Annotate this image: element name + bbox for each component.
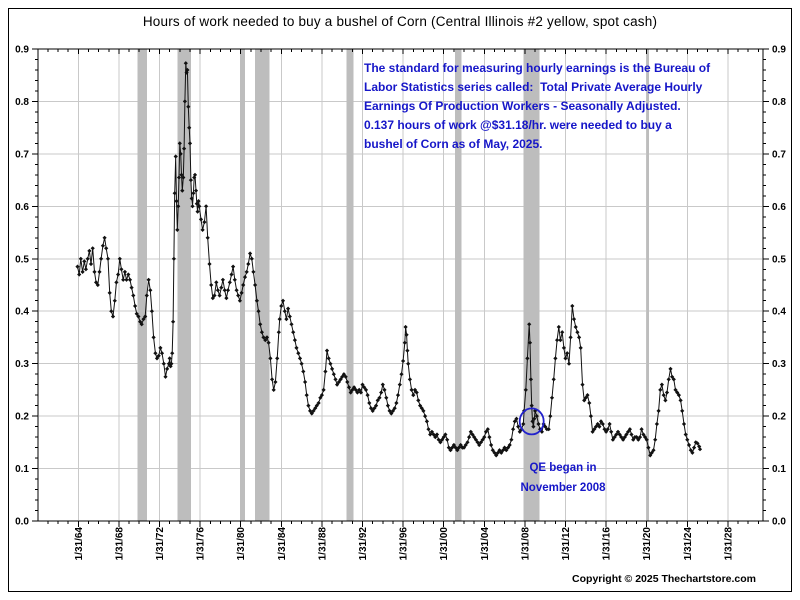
x-axis-tick-label: 1/31/76 xyxy=(196,527,207,561)
recession-band xyxy=(454,49,462,521)
x-axis-tick-label: 1/31/20 xyxy=(642,527,653,561)
y-axis-tick-label-left: 0.5 xyxy=(15,254,29,265)
x-axis-tick-label: 1/31/92 xyxy=(358,527,369,561)
y-axis-tick-label-right: 0.6 xyxy=(772,202,786,213)
y-axis-tick-label-right: 0.4 xyxy=(772,307,786,318)
y-axis-tick-label-left: 0.6 xyxy=(15,202,29,213)
axis-labels: 0.0 0.0 0.1 0.1 0.2 0.2 0.3 0.3 0.4 0.4 0.5 0.5 0.6 0… xyxy=(15,45,786,561)
qe-annotation: QE began in November 2008 xyxy=(489,458,637,498)
y-axis-tick-label-right: 0.2 xyxy=(772,412,786,423)
x-axis-tick-label: 1/31/04 xyxy=(480,527,491,561)
note-line-5: bushel of Corn as of May, 2025. xyxy=(364,137,543,151)
methodology-note: The standard for measuring hourly earnin… xyxy=(364,59,710,154)
corn-series-line xyxy=(77,63,701,457)
x-axis-tick-label: 1/31/28 xyxy=(723,527,734,561)
chart-title: Hours of work needed to buy a bushel of … xyxy=(142,14,658,29)
y-axis-tick-label-left: 0.9 xyxy=(15,45,29,56)
recession-band xyxy=(177,49,191,521)
x-axis-tick-label: 1/31/64 xyxy=(74,527,85,561)
y-axis-tick-label-left: 0.7 xyxy=(15,149,29,160)
y-axis-tick-label-left: 0.1 xyxy=(15,464,29,475)
x-axis-tick-label: 1/31/00 xyxy=(439,527,450,561)
x-axis-tick-label: 1/31/88 xyxy=(317,527,328,561)
x-axis-tick-label: 1/31/96 xyxy=(399,527,410,561)
corn-series xyxy=(75,61,703,458)
y-axis-tick-label-left: 0.4 xyxy=(15,307,29,318)
y-axis-tick-label-right: 0.7 xyxy=(772,149,786,160)
axes xyxy=(32,48,769,527)
y-axis-tick-label-left: 0.3 xyxy=(15,359,29,370)
note-line-1: The standard for measuring hourly earnin… xyxy=(364,61,711,75)
recession-band xyxy=(523,49,540,521)
copyright: Copyright © 2025 Thechartstore.com xyxy=(572,573,756,585)
x-axis-tick-label: 1/31/84 xyxy=(277,527,288,561)
y-axis-tick-label-right: 0.5 xyxy=(772,254,786,265)
x-axis-tick-label: 1/31/80 xyxy=(236,527,247,561)
y-axis-tick-label-left: 0.2 xyxy=(15,412,29,423)
y-axis-tick-label-right: 0.1 xyxy=(772,464,786,475)
qe-annotation-line-2: November 2008 xyxy=(520,482,606,494)
outer-border xyxy=(8,8,792,592)
x-axis-tick-label: 1/31/68 xyxy=(114,527,125,561)
qe-highlight-circle xyxy=(518,407,545,436)
recession-band xyxy=(646,49,650,521)
y-axis-tick-label-right: 0.9 xyxy=(772,45,786,56)
plot-frame xyxy=(37,48,764,522)
y-axis-tick-label-left: 0.8 xyxy=(15,97,29,108)
y-axis-tick-label-right: 0.3 xyxy=(772,359,786,370)
x-axis-tick-label: 1/31/16 xyxy=(602,527,613,561)
recession-band xyxy=(137,49,147,521)
y-axis-tick-label-right: 0.8 xyxy=(772,97,786,108)
recession-band xyxy=(346,49,354,521)
x-axis-tick-label: 1/31/08 xyxy=(520,527,531,561)
note-line-4: 0.137 hours of work @$31.18/hr. were nee… xyxy=(364,118,672,132)
x-axis-tick-label: 1/31/24 xyxy=(683,527,694,561)
note-line-2: Labor Statistics series called: Total Pr… xyxy=(364,80,703,94)
qe-annotation-line-1: QE began in xyxy=(529,462,597,474)
y-axis-tick-label-right: 0.0 xyxy=(772,517,786,528)
recession-band xyxy=(255,49,270,521)
x-axis-tick-label: 1/31/12 xyxy=(561,527,572,561)
x-axis-tick-label: 1/31/72 xyxy=(155,527,166,561)
note-line-3: Earnings Of Production Workers - Seasona… xyxy=(364,99,681,113)
y-axis-tick-label-left: 0.0 xyxy=(15,517,29,528)
